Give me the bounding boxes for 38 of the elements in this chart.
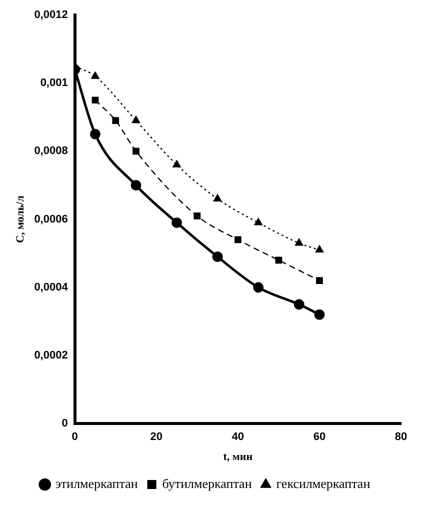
point: [315, 245, 324, 253]
point: [172, 217, 182, 228]
point: [132, 148, 140, 155]
point: [253, 282, 264, 293]
y-tick-label: 0,001: [40, 77, 68, 90]
y-tick-label: 0,0008: [34, 145, 68, 158]
legend-label: гексилмеркаптан: [276, 476, 370, 491]
legend-label: этилмеркаптан: [55, 476, 138, 491]
x-tick-label: 0: [72, 431, 78, 444]
point: [213, 194, 222, 202]
x-tick-label: 80: [394, 431, 408, 444]
y-tick-label: 0,0002: [34, 350, 68, 362]
y-tick-label: 0,0004: [34, 281, 69, 294]
point: [295, 238, 304, 246]
point: [316, 277, 323, 284]
point: [275, 256, 282, 264]
point: [294, 299, 304, 310]
point: [90, 128, 100, 140]
point: [92, 96, 99, 104]
point: [212, 252, 223, 262]
x-tick-label: 20: [150, 431, 163, 444]
point: [132, 116, 140, 124]
y-axis-title: C, моль/л: [14, 196, 26, 243]
point: [194, 212, 201, 220]
point: [254, 218, 262, 226]
point: [130, 180, 142, 190]
legend-label: бутилмеркаптан: [162, 476, 252, 491]
x-axis-title: t, мин: [223, 451, 254, 464]
x-tick-label: 40: [232, 431, 244, 444]
x-tick-label: 60: [313, 431, 326, 444]
point: [234, 236, 242, 244]
point: [91, 72, 100, 79]
y-tick-label: 0,0012: [34, 9, 68, 22]
y-tick-label: 0,0006: [34, 213, 68, 226]
y-tick-label: 0: [62, 418, 68, 430]
point: [172, 160, 181, 168]
point: [314, 309, 325, 320]
point: [112, 117, 120, 124]
